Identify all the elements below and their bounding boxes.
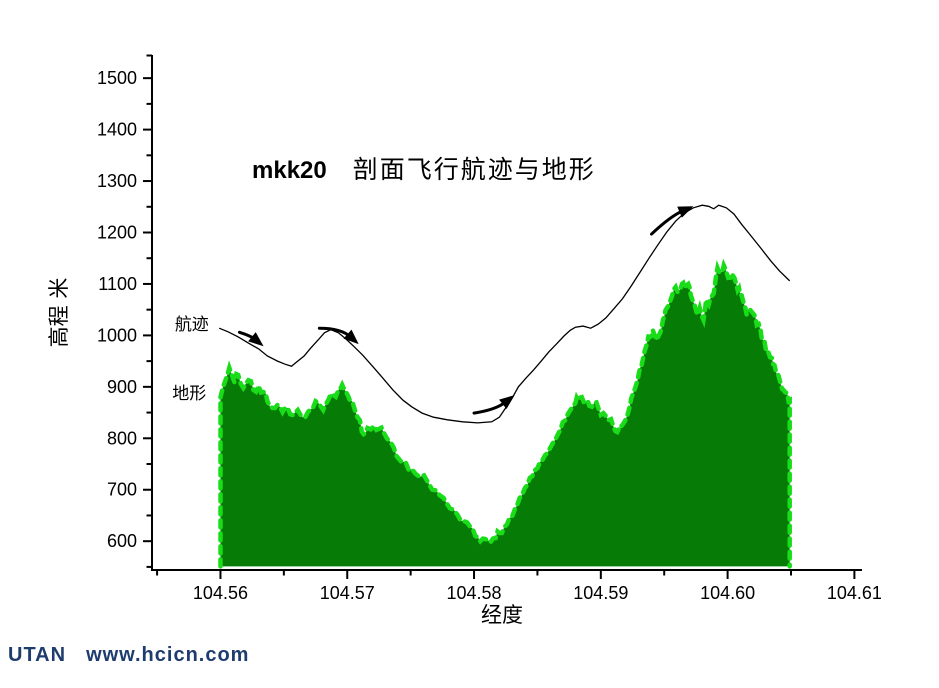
terrain-area: [220, 265, 790, 567]
x-tick-label: 104.60: [700, 583, 755, 603]
track-arrow-head: [343, 329, 359, 345]
x-axis-title: 经度: [481, 603, 523, 627]
x-tick-label: 104.58: [447, 583, 502, 603]
flight-track-line: [218, 204, 791, 424]
footer: UTAN www.hcicn.com: [8, 644, 249, 667]
y-tick-label: 800: [107, 428, 137, 448]
track-arrow-head: [248, 332, 264, 347]
series-label-地形: 地形: [172, 384, 206, 404]
y-tick-label: 1400: [97, 120, 137, 140]
track-arrow-shaft: [472, 400, 508, 415]
chart-title-model: mkk20: [252, 157, 327, 184]
chart-title: mkk20 剖面飞行航迹与地形: [252, 150, 596, 186]
x-tick-label: 104.57: [320, 583, 375, 603]
x-tick-label: 104.61: [827, 583, 882, 603]
footer-site: www.hcicn.com: [86, 644, 250, 666]
y-tick-label: 700: [107, 480, 137, 500]
axes-frame: [151, 55, 862, 571]
y-tick-label: 1200: [97, 222, 137, 242]
track-arrow-head: [677, 206, 694, 218]
y-tick-label: 1300: [97, 171, 137, 191]
y-tick-label: 1100: [98, 274, 137, 294]
x-tick-label: 104.56: [193, 583, 248, 603]
y-axis-title: 高程 米: [47, 278, 71, 348]
terrain-outline: [218, 258, 792, 569]
x-tick-label: 104.59: [573, 583, 628, 603]
chart-title-text: 剖面飞行航迹与地形: [352, 155, 596, 184]
footer-brand: UTAN: [8, 644, 67, 666]
track-arrow-head: [499, 395, 515, 410]
y-tick-label: 1000: [97, 325, 137, 345]
y-tick-label: 600: [107, 531, 137, 551]
y-tick-label: 900: [107, 377, 137, 397]
series-label-航迹: 航迹: [175, 315, 209, 335]
y-tick-label: 1500: [97, 68, 137, 88]
